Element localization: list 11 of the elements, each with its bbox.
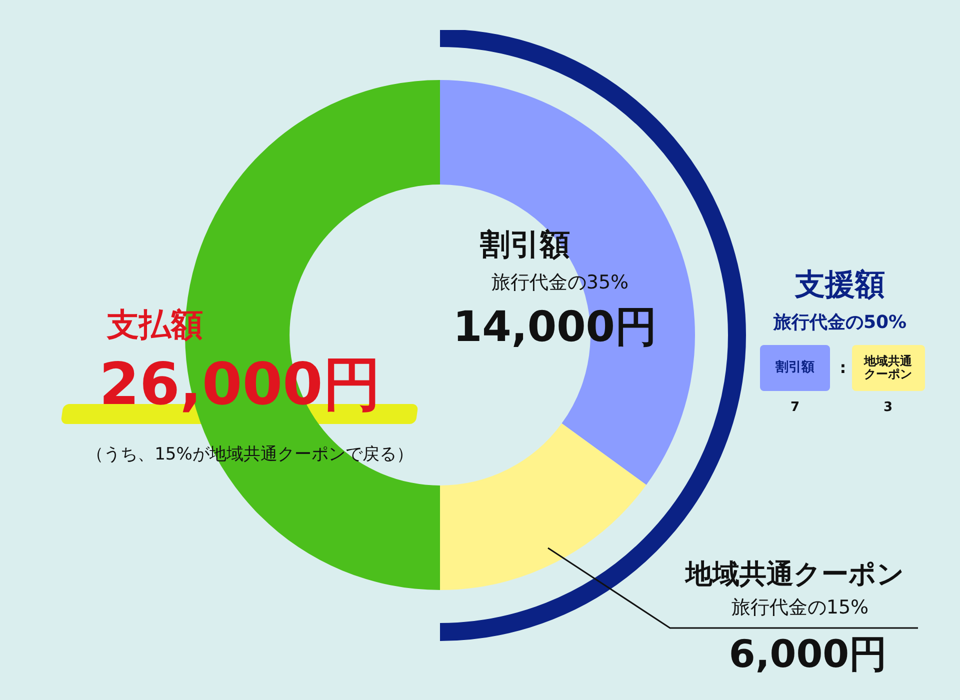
text: 3 (883, 400, 893, 416)
text: 14,000円 (452, 302, 658, 351)
text: 支援額 (795, 268, 885, 302)
text: 旅行代金の50% (773, 312, 907, 334)
text: 地域共通クーポン (862, 354, 913, 382)
text: 7 (790, 400, 800, 416)
text: 割引額 (776, 360, 814, 376)
text: : (840, 358, 846, 378)
slice-label: 割引額 (480, 228, 570, 262)
text: 6,000円 (728, 632, 888, 676)
text: 旅行代金の35% (491, 272, 629, 294)
